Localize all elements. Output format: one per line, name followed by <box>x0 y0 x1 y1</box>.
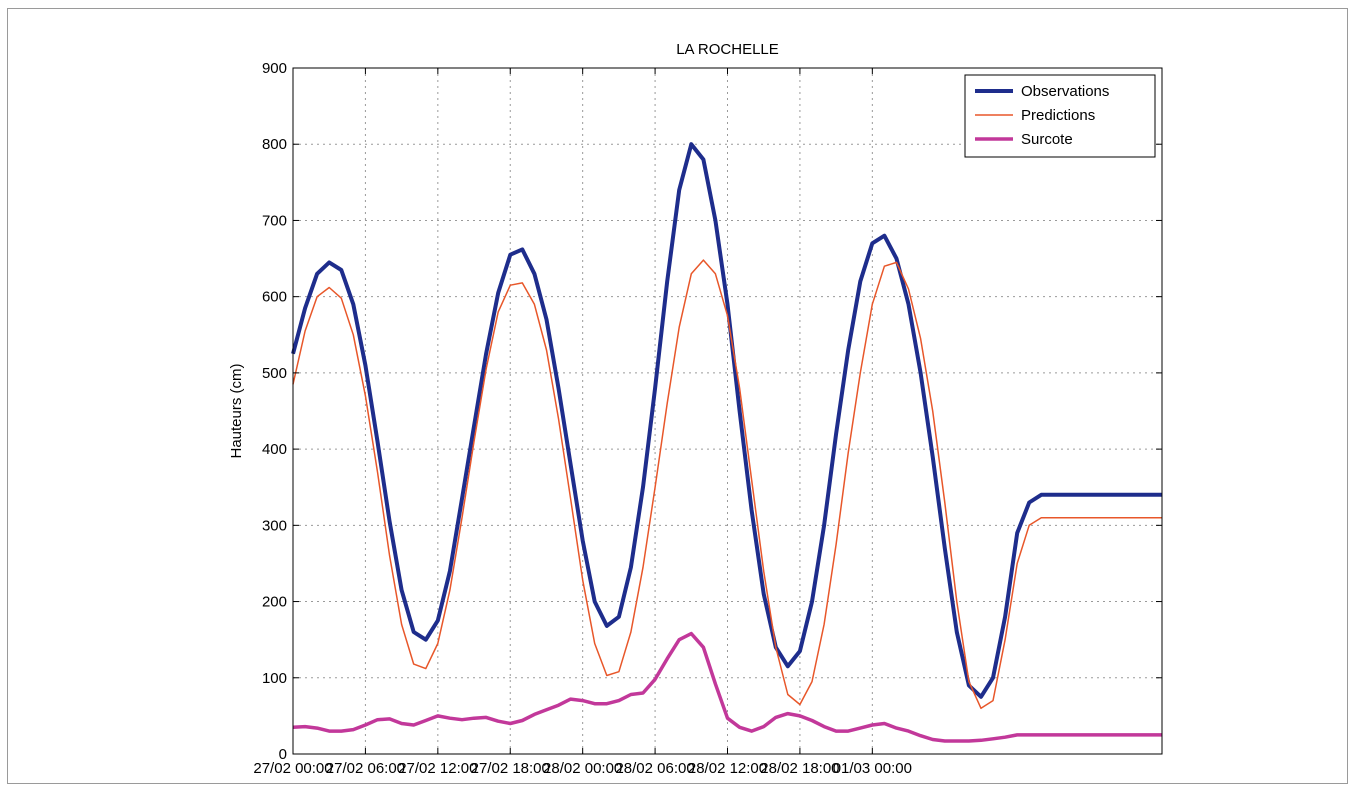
y-tick-label: 500 <box>262 365 287 382</box>
figure-frame: 0 100 200 300 400 500 600 700 800 900 27/02 00:00 2… <box>7 8 1348 784</box>
y-axis-label: Hauteurs (cm) <box>228 363 245 458</box>
x-tick-label: 27/02 12:00 <box>398 760 477 777</box>
series-line-predictions <box>292 259 1162 710</box>
legend: Observations Predictions Surcote <box>964 74 1156 158</box>
y-tick-label: 700 <box>262 212 287 229</box>
y-tick-label: 800 <box>262 136 287 153</box>
y-tick-label: 0 <box>279 746 287 763</box>
x-tick-label: 28/02 06:00 <box>615 760 694 777</box>
chart-title: LA ROCHELLE <box>676 41 779 58</box>
legend-box <box>964 74 1156 158</box>
y-tick-label: 100 <box>262 670 287 687</box>
grid <box>293 68 1162 754</box>
y-tick-label: 300 <box>262 517 287 534</box>
legend-label: Predictions <box>1021 107 1095 124</box>
x-tick-label: 28/02 12:00 <box>688 760 767 777</box>
series-line-observations <box>291 142 1162 699</box>
x-tick-label: 27/02 00:00 <box>253 760 332 777</box>
y-tick-label: 900 <box>262 60 287 77</box>
legend-label: Observations <box>1021 83 1109 100</box>
x-tick-label: 28/02 00:00 <box>543 760 622 777</box>
y-tick-label: 400 <box>262 441 287 458</box>
legend-label: Surcote <box>1021 131 1073 148</box>
x-tick-label: 27/02 18:00 <box>471 760 550 777</box>
y-tick-label: 200 <box>262 594 287 611</box>
series-line-surcote <box>292 631 1162 743</box>
y-tick-label: 600 <box>262 289 287 306</box>
x-tick-label: 01/03 00:00 <box>833 760 912 777</box>
x-tick-label: 27/02 06:00 <box>326 760 405 777</box>
x-tick-label: 28/02 18:00 <box>760 760 839 777</box>
series-lines <box>291 142 1162 743</box>
